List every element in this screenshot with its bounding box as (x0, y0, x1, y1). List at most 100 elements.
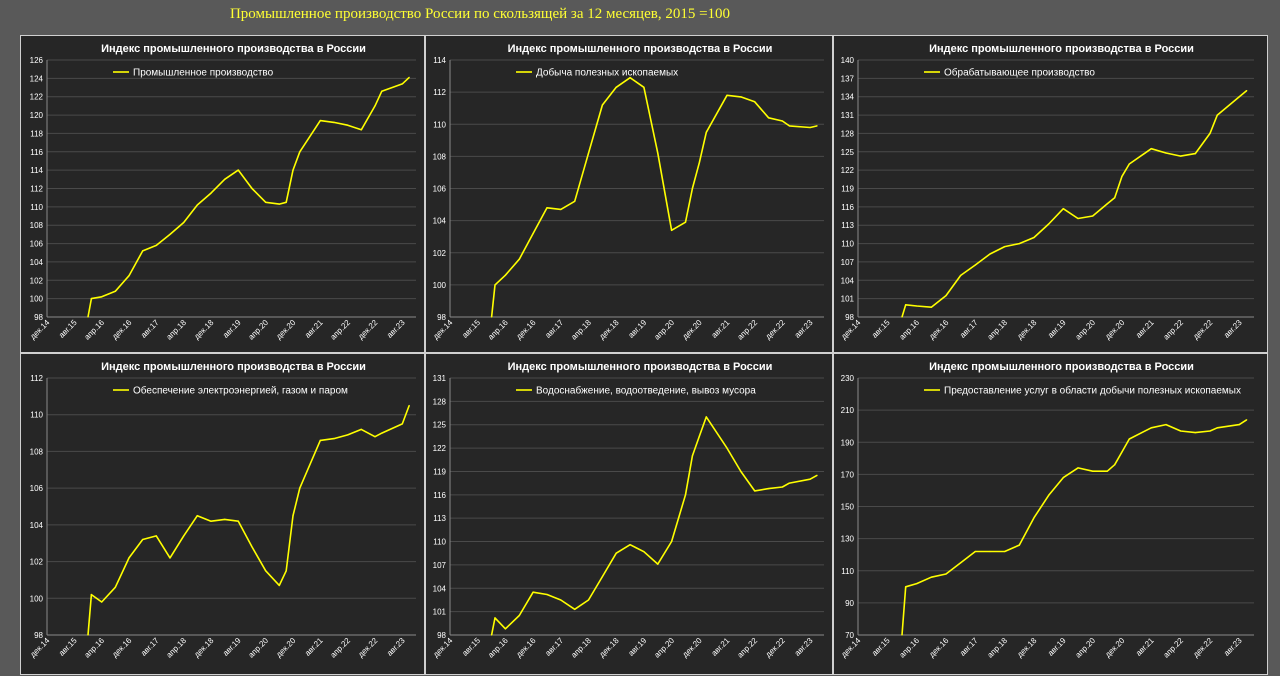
x-tick-label: авг.17 (958, 636, 980, 658)
y-tick-label: 102 (433, 249, 447, 258)
legend-label: Водоснабжение, водоотведение, вывоз мусо… (536, 385, 756, 397)
data-point (1216, 427, 1218, 429)
y-tick-label: 128 (433, 397, 447, 406)
data-point (491, 316, 493, 318)
y-tick-label: 107 (433, 561, 447, 570)
data-point (169, 233, 171, 235)
data-point (360, 129, 362, 131)
x-tick-label: апр.16 (897, 318, 921, 342)
data-point (1092, 215, 1094, 217)
data-point (1106, 470, 1108, 472)
data-point (1033, 236, 1035, 239)
y-tick-label: 102 (30, 558, 44, 567)
x-tick-label: дек.16 (514, 318, 538, 342)
data-point (504, 628, 506, 630)
x-tick-label: авг.21 (710, 318, 732, 340)
data-point (945, 573, 947, 575)
y-tick-label: 131 (841, 111, 855, 120)
data-point (1128, 163, 1130, 165)
data-point (587, 599, 590, 601)
data-point (319, 439, 321, 441)
data-point (381, 432, 383, 434)
data-point (155, 535, 157, 537)
data-point (989, 253, 991, 255)
data-point (299, 151, 301, 153)
data-point (788, 125, 790, 127)
data-point (251, 546, 253, 548)
x-tick-label: апр.22 (736, 318, 760, 342)
y-tick-label: 106 (30, 240, 44, 249)
data-point (278, 584, 280, 586)
data-point (224, 178, 226, 180)
data-point (1018, 544, 1020, 546)
x-tick-label: дек.20 (1103, 636, 1127, 660)
data-point (1077, 217, 1079, 220)
data-point (183, 221, 185, 224)
y-tick-label: 101 (433, 608, 447, 617)
data-point (726, 447, 728, 449)
x-tick-label: апр.22 (328, 318, 352, 342)
x-tick-label: авг.15 (57, 318, 79, 340)
data-point (1077, 467, 1079, 469)
data-point (265, 570, 267, 572)
y-tick-label: 104 (30, 521, 44, 530)
x-tick-label: апр.22 (1161, 636, 1185, 660)
x-tick-label: дек.22 (1191, 318, 1215, 342)
y-tick-label: 102 (30, 276, 44, 285)
data-point (601, 576, 603, 578)
data-point (1062, 208, 1064, 210)
x-tick-label: апр.20 (652, 318, 676, 342)
data-point (101, 601, 103, 603)
x-tick-label: апр.20 (1073, 318, 1097, 342)
data-point (285, 570, 287, 572)
series-line-industrial (87, 76, 410, 318)
data-point (587, 152, 590, 154)
data-point (333, 121, 335, 123)
x-tick-label: апр.16 (897, 636, 921, 660)
y-tick-label: 100 (433, 281, 447, 290)
x-tick-label: авг.17 (958, 318, 980, 340)
data-point (169, 557, 171, 559)
data-point (1150, 148, 1152, 150)
x-tick-label: апр.18 (985, 636, 1009, 660)
data-point (930, 306, 932, 308)
y-tick-label: 104 (841, 276, 855, 285)
data-point (1128, 438, 1130, 440)
x-tick-label: авг.15 (57, 636, 79, 658)
chart-svg-electricity: Индекс промышленного производства в Росс… (28, 361, 416, 660)
data-point (532, 232, 534, 235)
x-tick-label: авг.19 (1046, 318, 1068, 340)
data-point (210, 192, 212, 194)
data-point (809, 478, 811, 480)
y-tick-label: 98 (34, 631, 43, 640)
data-point (114, 290, 116, 292)
x-tick-label: апр.18 (164, 636, 188, 660)
x-tick-label: апр.22 (1161, 318, 1185, 342)
data-point (698, 162, 700, 164)
series-line-mining (490, 76, 818, 318)
y-tick-label: 108 (30, 447, 44, 456)
x-tick-label: дек.20 (274, 636, 298, 660)
y-tick-label: 70 (845, 631, 854, 640)
x-tick-label: апр.22 (736, 636, 760, 660)
data-point (1092, 470, 1094, 472)
x-tick-label: авг.17 (543, 636, 565, 658)
data-point (518, 258, 520, 260)
x-tick-label: авг.15 (460, 636, 482, 658)
chart-panel-mining: Индекс промышленного производства в Росс… (425, 35, 833, 353)
data-point (1004, 550, 1006, 553)
x-tick-label: авг.21 (303, 636, 325, 658)
data-point (560, 208, 562, 210)
data-point (1165, 424, 1167, 426)
data-point (684, 494, 687, 496)
data-point (381, 90, 383, 92)
data-point (788, 482, 790, 484)
chart-title: Индекс промышленного производства в Росс… (101, 43, 366, 55)
data-point (1165, 152, 1167, 154)
x-tick-label: апр.18 (164, 318, 188, 342)
y-tick-label: 110 (433, 120, 446, 129)
data-point (916, 305, 918, 307)
y-tick-label: 104 (433, 584, 447, 593)
chart-svg-water: Индекс промышленного производства в Росс… (431, 361, 824, 660)
x-tick-label: авг.23 (1222, 636, 1244, 658)
